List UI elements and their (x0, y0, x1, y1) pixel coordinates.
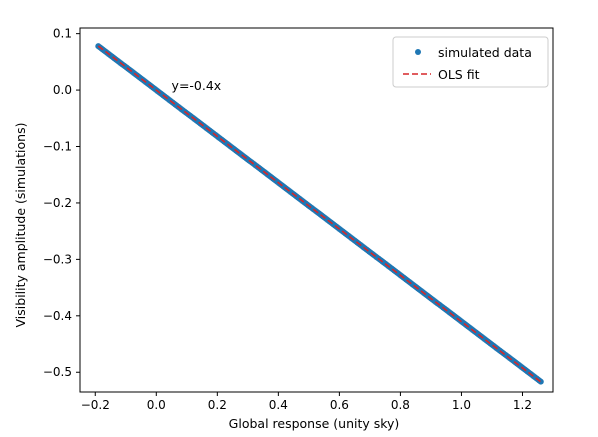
x-tick-label: 1.2 (513, 398, 532, 412)
legend-label-ols-fit: OLS fit (438, 67, 480, 82)
y-tick-label: 0.0 (53, 83, 72, 97)
x-tick-label: 0.8 (391, 398, 410, 412)
plot-frame (79, 27, 554, 393)
data-layer: y=-0.4x (95, 43, 544, 385)
legend: simulated data OLS fit (392, 36, 549, 88)
y-tick-label: −0.4 (43, 309, 72, 323)
annotation-label: y=-0.4x (172, 78, 222, 93)
legend-box (392, 36, 549, 88)
x-tick-label: 0.2 (208, 398, 227, 412)
x-tick-label: 1.0 (452, 398, 471, 412)
legend-label-simulated-data: simulated data (438, 45, 532, 60)
y-tick-label: −0.5 (43, 365, 72, 379)
y-tick-label: −0.3 (43, 252, 72, 266)
y-axis-label: Visibility amplitude (simulations) (13, 123, 28, 328)
x-tick-label: −0.2 (81, 398, 110, 412)
x-axis-label: Global response (unity sky) (229, 416, 400, 431)
ols-fit-line (97, 45, 542, 383)
y-tick-label: −0.1 (43, 140, 72, 154)
y-tick-label: −0.2 (43, 196, 72, 210)
x-tick-label: 0.6 (330, 398, 349, 412)
x-tick-label: 0.0 (147, 398, 166, 412)
y-tick-label: 0.1 (53, 27, 72, 41)
legend-marker-simulated-data (415, 49, 421, 55)
x-tick-label: 0.4 (269, 398, 288, 412)
axes-layer: −0.2 0.0 0.2 0.4 0.6 0.8 1.0 1.2 0.1 0.0 −0.1 −0.2 −… (43, 27, 554, 412)
